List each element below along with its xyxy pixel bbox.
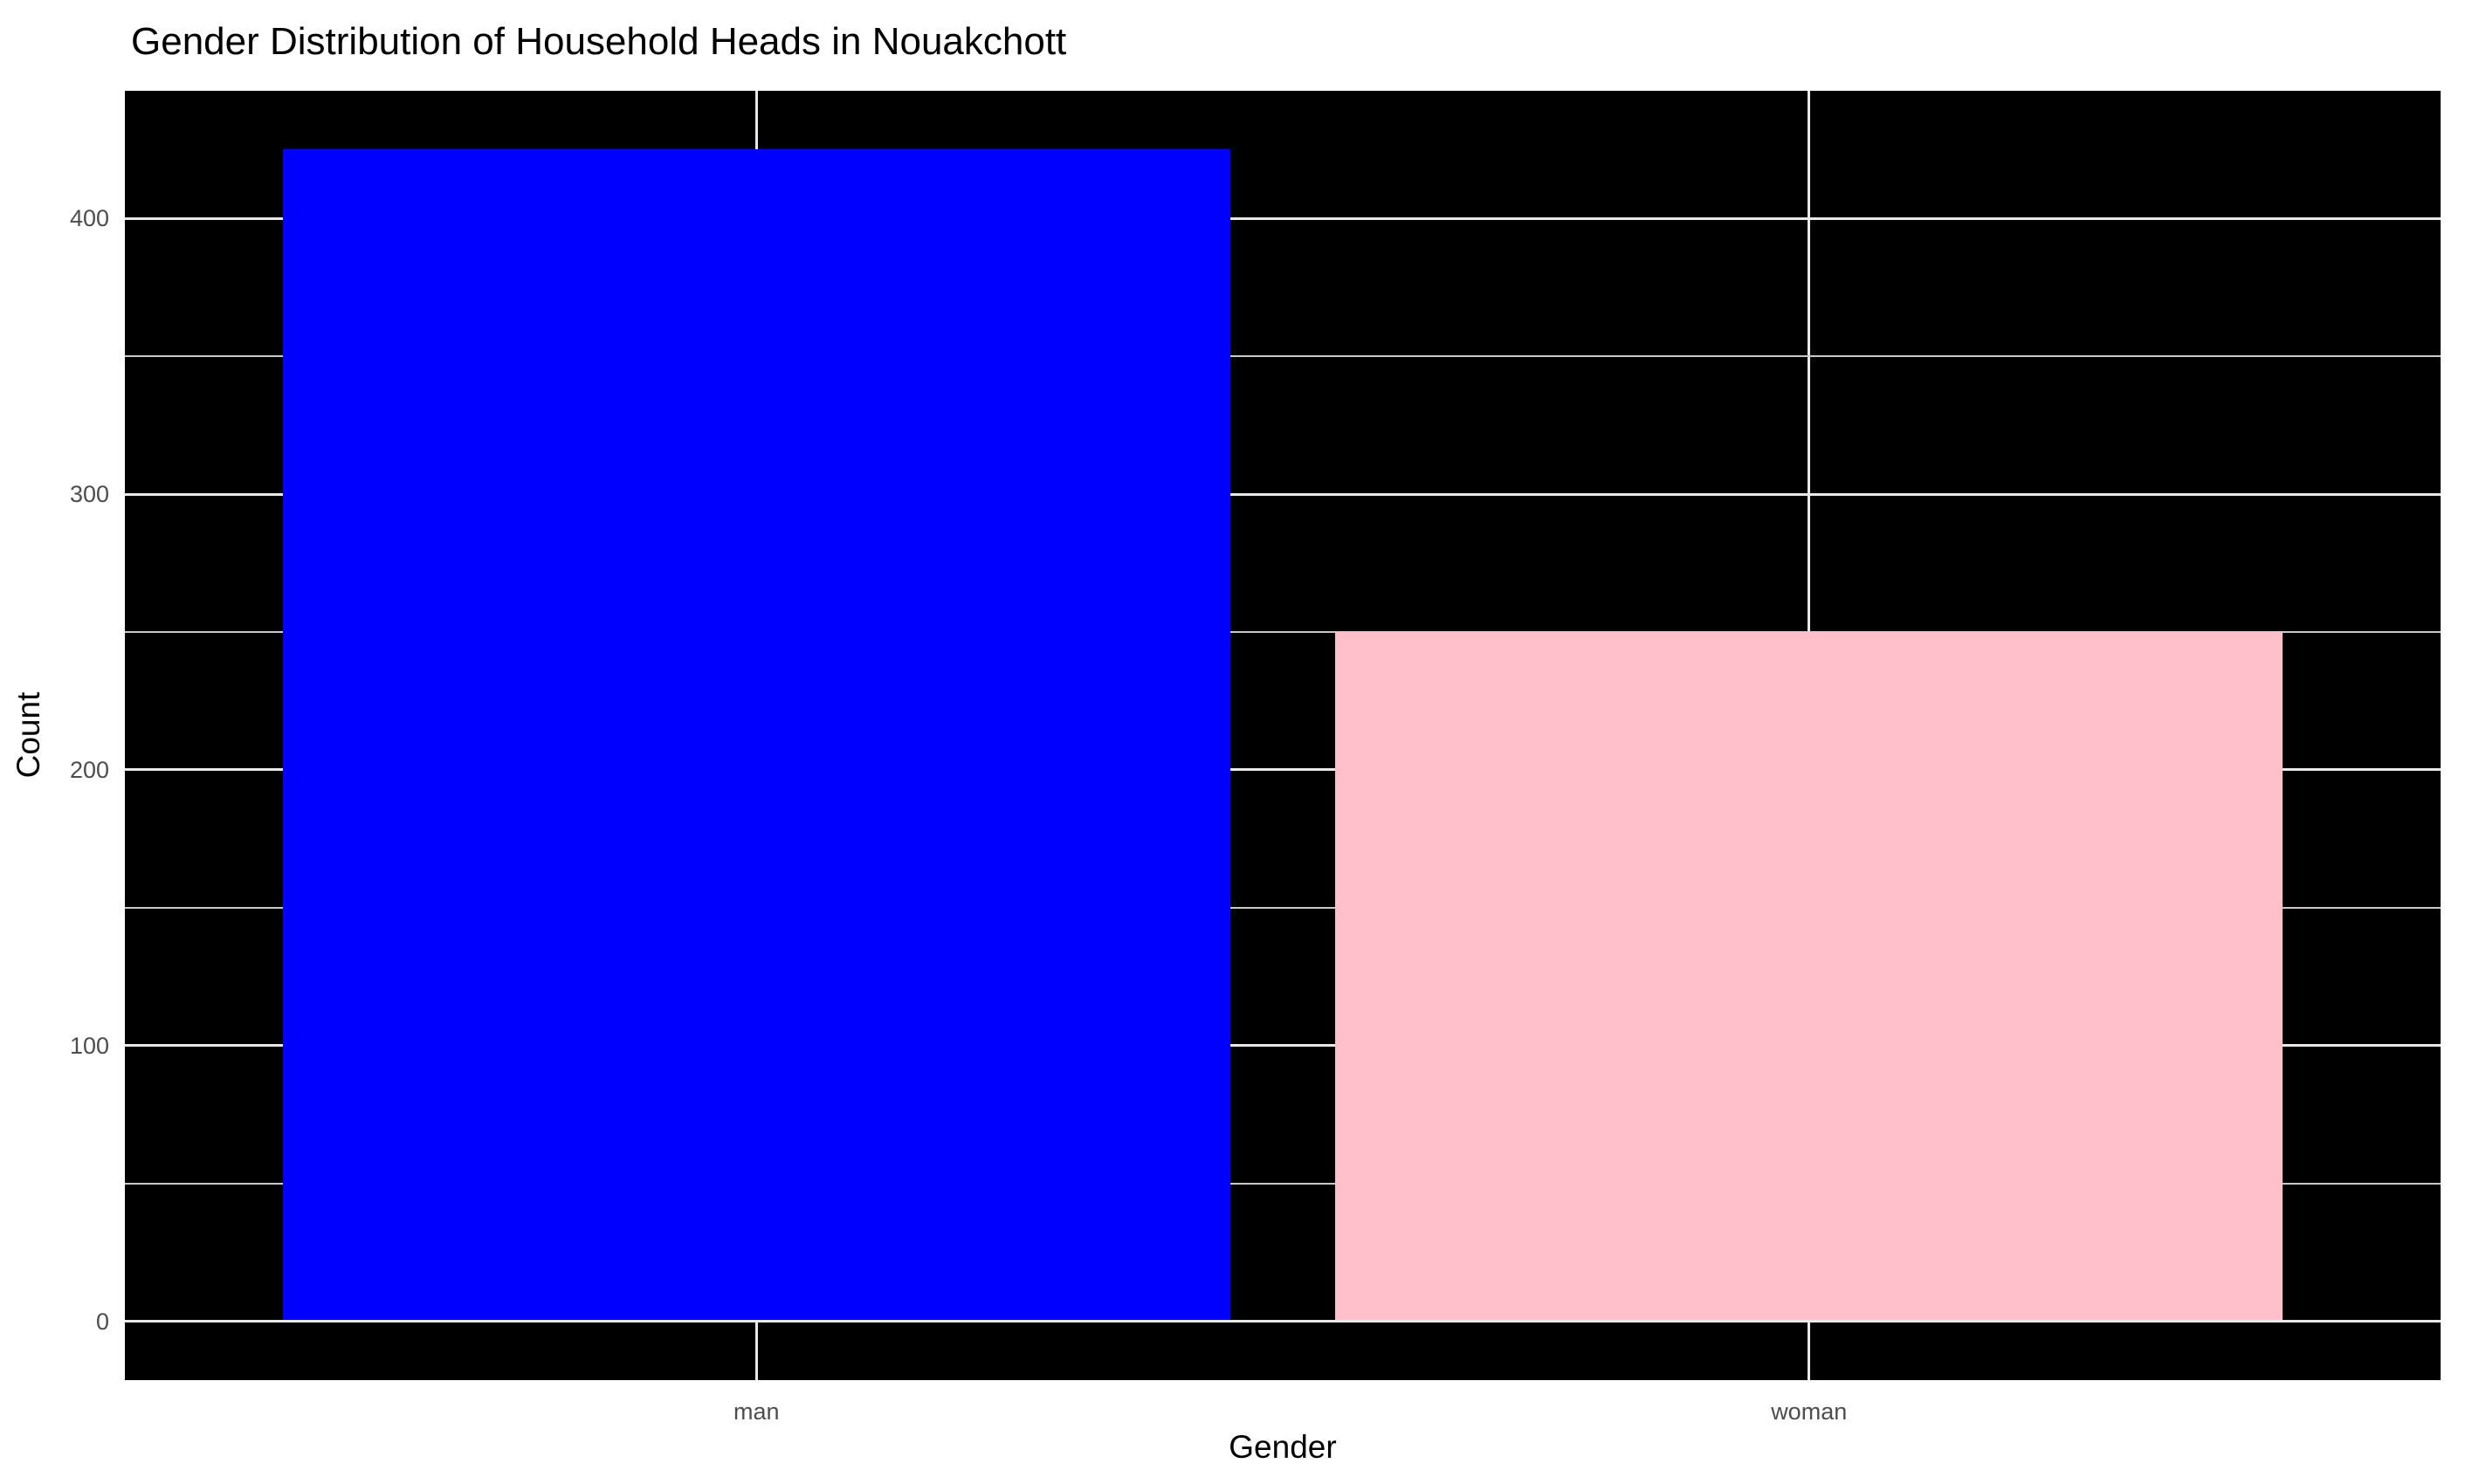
gridline-y-minor-150 [125,907,2441,909]
plot-panel [125,91,2441,1380]
y-tick-label-400: 400 [69,205,109,232]
y-tick-label-200: 200 [69,756,109,783]
gridline-y-major-300 [125,492,2441,496]
y-tick-label-0: 0 [95,1308,109,1335]
gridline-y-minor-350 [125,355,2441,357]
gridline-y-major-0 [125,1320,2441,1323]
gridline-y-minor-50 [125,1183,2441,1185]
y-tick-label-100: 100 [69,1032,109,1059]
y-tick-label-300: 300 [69,481,109,508]
x-axis-title: Gender [1229,1429,1337,1465]
x-tick-label-woman: woman [1771,1398,1848,1425]
bar-woman [1335,632,2283,1322]
gridline-y-major-100 [125,1044,2441,1048]
chart-title: Gender Distribution of Household Heads i… [131,20,1067,63]
gridline-y-major-200 [125,768,2441,772]
gridline-y-minor-250 [125,631,2441,633]
gridline-y-major-400 [125,216,2441,220]
bar-man [282,149,1230,1322]
x-tick-label-man: man [733,1398,780,1425]
